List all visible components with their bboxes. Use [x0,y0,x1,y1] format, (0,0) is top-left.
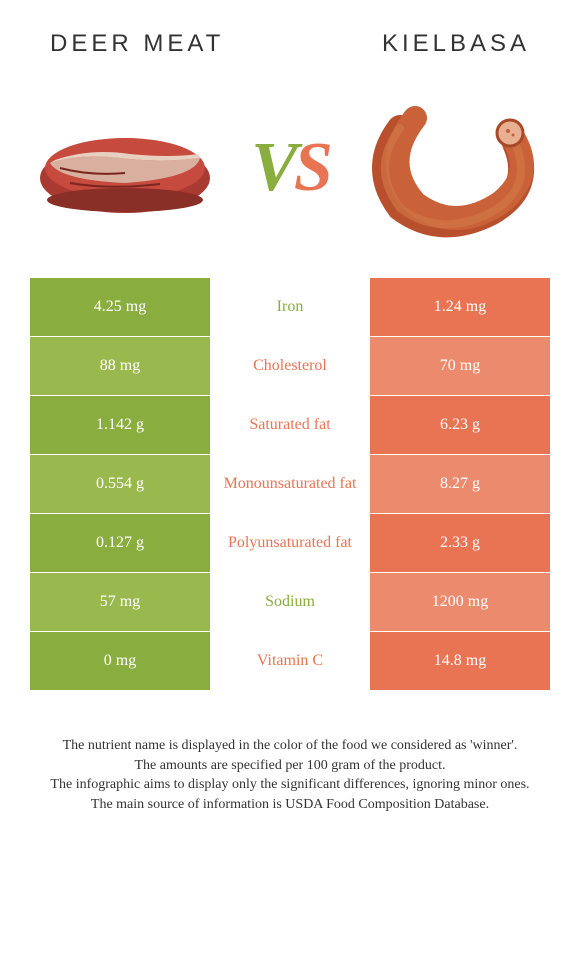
table-row: 0.127 gPolyunsaturated fat2.33 g [30,514,550,573]
right-value: 2.33 g [370,514,550,572]
vs-label: VS [251,128,329,208]
right-value: 6.23 g [370,396,550,454]
right-value: 1200 mg [370,573,550,631]
nutrient-label: Polyunsaturated fat [210,514,370,572]
table-row: 4.25 mgIron1.24 mg [30,278,550,337]
left-value: 4.25 mg [30,278,210,336]
deer-meat-image [30,103,220,233]
title-left: Deer meat [50,30,224,58]
footnote-4: The main source of information is USDA F… [30,795,550,815]
vs-s: S [294,129,329,206]
nutrient-label: Monounsaturated fat [210,455,370,513]
table-row: 0 mgVitamin C14.8 mg [30,632,550,691]
vs-v: V [251,129,294,206]
table-row: 57 mgSodium1200 mg [30,573,550,632]
nutrient-label: Saturated fat [210,396,370,454]
footnote-2: The amounts are specified per 100 gram o… [30,756,550,776]
table-row: 88 mgCholesterol70 mg [30,337,550,396]
left-value: 88 mg [30,337,210,395]
nutrient-label: Sodium [210,573,370,631]
footnote-1: The nutrient name is displayed in the co… [30,736,550,756]
footnotes: The nutrient name is displayed in the co… [0,691,580,814]
left-value: 57 mg [30,573,210,631]
left-value: 1.142 g [30,396,210,454]
comparison-table: 4.25 mgIron1.24 mg88 mgCholesterol70 mg1… [0,278,580,691]
right-value: 1.24 mg [370,278,550,336]
right-value: 70 mg [370,337,550,395]
header: Deer meat Kielbasa [0,0,580,68]
left-value: 0.554 g [30,455,210,513]
image-row: VS [0,68,580,278]
nutrient-label: Iron [210,278,370,336]
table-row: 0.554 gMonounsaturated fat8.27 g [30,455,550,514]
nutrient-label: Vitamin C [210,632,370,690]
table-row: 1.142 gSaturated fat6.23 g [30,396,550,455]
kielbasa-image [360,103,550,233]
right-value: 8.27 g [370,455,550,513]
title-right: Kielbasa [382,30,530,58]
left-value: 0.127 g [30,514,210,572]
left-value: 0 mg [30,632,210,690]
nutrient-label: Cholesterol [210,337,370,395]
right-value: 14.8 mg [370,632,550,690]
footnote-3: The infographic aims to display only the… [30,775,550,795]
